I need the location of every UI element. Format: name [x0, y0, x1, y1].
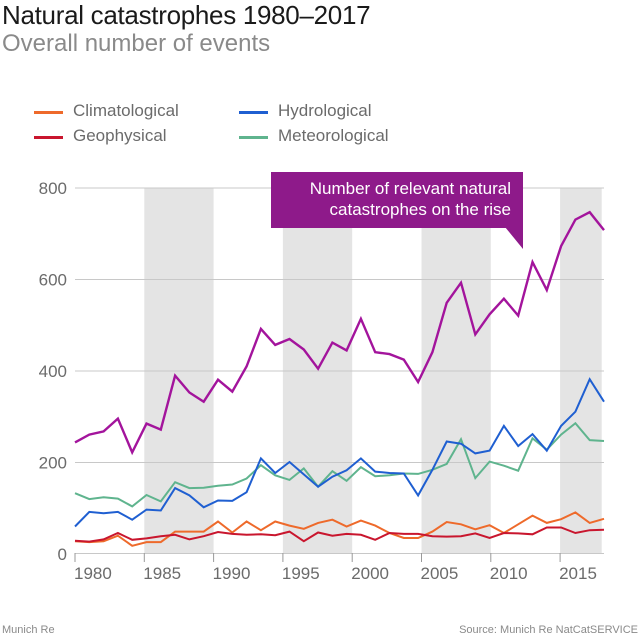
footer-source: Source: Munich Re NatCatSERVICE: [459, 624, 638, 636]
footer-credit: Munich Re: [2, 624, 55, 636]
annotation-box: Number of relevant natural catastrophes …: [271, 172, 523, 228]
chart-subtitle: Overall number of events: [2, 30, 271, 57]
x-tick-label-2000: 2000: [351, 564, 389, 583]
y-tick-label-0: 0: [58, 545, 67, 564]
chart-title: Natural catastrophes 1980–2017: [2, 0, 371, 30]
annotation-line-2: catastrophes on the rise: [329, 200, 511, 219]
x-tick-label-1995: 1995: [282, 564, 320, 583]
y-tick-label-800: 800: [39, 179, 67, 198]
legend-swatch-climatological: [34, 111, 63, 114]
legend-label-hydrological: Hydrological: [278, 101, 372, 120]
y-tick-label-600: 600: [39, 271, 67, 290]
x-axis: 1980 1985 1990 1995 2000 2005 2010 2015: [74, 553, 604, 583]
legend-swatch-geophysical: [34, 136, 63, 139]
series-line-meteorological: [74, 421, 605, 508]
x-tick-label-1990: 1990: [213, 564, 251, 583]
legend-swatch-meteorological: [239, 136, 268, 139]
series-line-total: [74, 210, 605, 456]
legend-swatch-hydrological: [239, 111, 268, 114]
series-line-geophysical: [74, 526, 605, 543]
y-tick-label-200: 200: [39, 454, 67, 473]
series-lines: [74, 210, 605, 547]
legend-label-geophysical: Geophysical: [73, 126, 167, 145]
series-line-climatological: [74, 511, 605, 547]
y-axis-ticks: 0 200 400 600 800: [39, 179, 67, 564]
x-tick-label-2010: 2010: [490, 564, 528, 583]
x-tick-label-2015: 2015: [559, 564, 597, 583]
annotation-pointer: [505, 227, 523, 249]
annotation-line-1: Number of relevant natural: [309, 179, 511, 198]
x-tick-label-1985: 1985: [143, 564, 181, 583]
legend-label-climatological: Climatological: [73, 101, 179, 120]
x-tick-label-1980: 1980: [74, 564, 112, 583]
series-line-hydrological: [74, 377, 605, 528]
y-tick-label-400: 400: [39, 362, 67, 381]
x-tick-label-2005: 2005: [421, 564, 459, 583]
legend-label-meteorological: Meteorological: [278, 126, 389, 145]
